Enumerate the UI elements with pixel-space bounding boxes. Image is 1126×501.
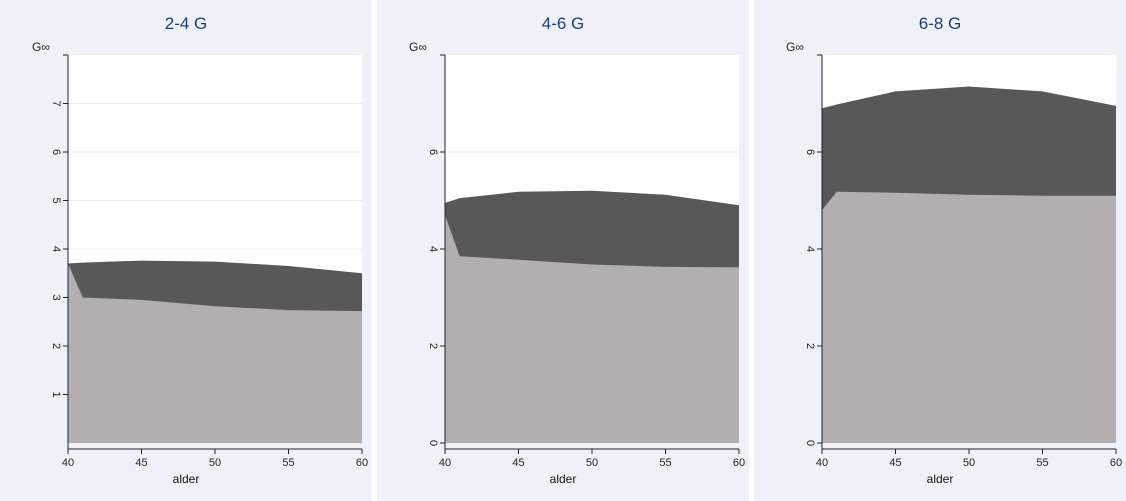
x-tick-label: 55 [1036,457,1048,469]
x-axis-label: alder [926,472,954,486]
y-axis-label: G∞ [32,40,50,54]
area-series-lower [68,263,362,443]
x-axis-label: alder [172,472,200,486]
y-tick-label: 2 [50,343,62,349]
x-tick-label: 60 [733,457,745,469]
chart-plot: 0 2 4 6 G∞ 40 45 50 55 60 [786,40,1122,469]
x-tick-label: 40 [439,457,451,469]
chart-panel-6-8g: 6-8 G 0 2 4 6 G∞ 40 45 50 55 60 alder [754,0,1126,501]
chart-panel-2-4g: 2-4 G 1 2 3 4 5 6 7 G∞ 40 45 50 55 60 alder [0,0,372,501]
y-tick-label: 6 [427,149,439,155]
x-tick-label: 40 [816,457,828,469]
x-axis-label: alder [549,472,577,486]
y-tick-label: 2 [427,343,439,349]
y-tick-label: 1 [50,391,62,397]
x-tick-label: 55 [282,457,294,469]
y-axis-label: G∞ [409,40,427,54]
chart-panel-4-6g: 4-6 G 0 2 4 6 G∞ 40 45 50 55 60 alder [377,0,749,501]
area-series-lower [445,215,739,443]
panel-title: 6-8 G [918,14,962,33]
x-tick-label: 45 [512,457,524,469]
panel-title: 4-6 G [541,14,585,33]
x-tick-label: 45 [135,457,147,469]
x-tick-label: 55 [659,457,671,469]
x-tick-label: 50 [209,457,221,469]
area-series-lower [822,191,1116,443]
x-tick-label: 45 [889,457,901,469]
y-tick-label: 4 [427,246,439,252]
y-axis-label: G∞ [786,40,804,54]
y-tick-label: 4 [804,246,816,252]
y-tick-label: 5 [50,197,62,203]
chart-plot: 0 2 4 6 G∞ 40 45 50 55 60 [409,40,745,469]
y-tick-label: 2 [804,343,816,349]
y-tick-label: 4 [50,246,62,252]
x-tick-label: 50 [586,457,598,469]
panel-title: 2-4 G [164,14,208,33]
x-tick-label: 60 [356,457,368,469]
y-tick-label: 0 [804,440,816,446]
y-tick-label: 7 [50,100,62,106]
x-tick-label: 50 [963,457,975,469]
x-tick-label: 40 [62,457,74,469]
y-tick-label: 6 [804,149,816,155]
y-tick-label: 0 [427,440,439,446]
y-tick-label: 6 [50,149,62,155]
y-tick-label: 3 [50,294,62,300]
x-tick-label: 60 [1110,457,1122,469]
